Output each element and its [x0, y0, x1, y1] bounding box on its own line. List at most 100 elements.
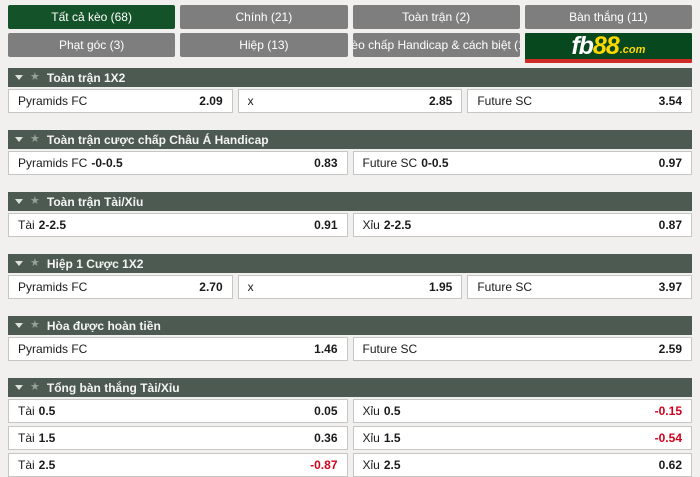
- brand-logo-88: 88: [592, 31, 620, 60]
- cell-odds: 1.95: [428, 280, 453, 294]
- cell-label: Tài: [18, 218, 35, 232]
- odds-row: Tài 2-2.5 0.91 Xỉu 2-2.5 0.87: [8, 213, 692, 237]
- odds-cell[interactable]: Pyramids FC 2.09: [8, 89, 233, 113]
- cell-label: Pyramids FC: [18, 94, 88, 108]
- odds-cell[interactable]: Xỉu 1.5 -0.54: [352, 426, 692, 450]
- collapse-caret-icon: [15, 75, 23, 80]
- section-title: Hiệp 1 Cược 1X2: [46, 256, 144, 271]
- odds-cell[interactable]: Xỉu 0.5 -0.15: [352, 399, 692, 423]
- odds-section: ★ Toàn trận 1X2 Pyramids FC 2.09 x 2.85 …: [8, 68, 692, 113]
- cell-label: x: [247, 94, 254, 108]
- odds-cell[interactable]: Future SC 3.54: [467, 89, 692, 113]
- section-title: Tổng bàn thắng Tài/Xỉu: [46, 380, 180, 395]
- odds-cell[interactable]: Future SC 2.59: [352, 337, 692, 361]
- sections: ★ Toàn trận 1X2 Pyramids FC 2.09 x 2.85 …: [8, 68, 692, 477]
- section-title: Hòa được hoàn tiền: [46, 318, 161, 333]
- brand-logo-com: .com: [619, 44, 646, 56]
- cell-line: 2-2.5: [383, 218, 412, 232]
- cell-odds: -0.87: [310, 458, 338, 472]
- section-header[interactable]: ★ Hiệp 1 Cược 1X2: [8, 254, 692, 273]
- odds-cell[interactable]: Pyramids FC 1.46: [8, 337, 348, 361]
- favorite-star-icon[interactable]: ★: [30, 319, 40, 331]
- cell-label: x: [247, 280, 254, 294]
- odds-cell[interactable]: Future SC 3.97: [467, 275, 692, 299]
- collapse-caret-icon: [15, 261, 23, 266]
- cell-odds: -0.54: [654, 431, 682, 445]
- tab-1[interactable]: Tất cả kèo (68): [8, 5, 176, 29]
- section-title: Toàn trận Tài/Xỉu: [46, 194, 144, 209]
- cell-odds: 2.59: [658, 342, 682, 356]
- odds-section: ★ Hiệp 1 Cược 1X2 Pyramids FC 2.70 x 1.9…: [8, 254, 692, 299]
- cell-odds: 1.46: [314, 342, 338, 356]
- cell-odds: 2.09: [199, 94, 223, 108]
- tab-5[interactable]: Phạt góc (3): [8, 33, 176, 57]
- odds-row: Tài 2.5 -0.87 Xỉu 2.5 0.62: [8, 453, 692, 477]
- cell-label: Xỉu: [362, 458, 380, 472]
- odds-section: ★ Hòa được hoàn tiền Pyramids FC 1.46 Fu…: [8, 316, 692, 361]
- cell-odds: 2.85: [428, 94, 453, 108]
- tab-3[interactable]: Toàn trận (2): [352, 5, 520, 29]
- odds-cell[interactable]: Tài 2.5 -0.87: [8, 453, 348, 477]
- section-header[interactable]: ★ Hòa được hoàn tiền: [8, 316, 692, 335]
- collapse-caret-icon: [15, 199, 23, 204]
- favorite-star-icon[interactable]: ★: [30, 133, 40, 145]
- cell-line: 0.5: [38, 404, 56, 418]
- section-header[interactable]: ★ Toàn trận Tài/Xỉu: [8, 192, 692, 211]
- cell-odds: 0.97: [658, 156, 682, 170]
- odds-cell[interactable]: Tài 0.5 0.05: [8, 399, 348, 423]
- odds-cell[interactable]: x 1.95: [237, 275, 463, 299]
- cell-line: 0.5: [383, 404, 401, 418]
- odds-cell[interactable]: Pyramids FC -0-0.5 0.83: [8, 151, 348, 175]
- cell-label: Tài: [18, 404, 35, 418]
- tab-7[interactable]: Kèo chấp Handicap & cách biệt (1): [352, 33, 520, 57]
- odds-cell[interactable]: Xỉu 2-2.5 0.87: [352, 213, 692, 237]
- collapse-caret-icon: [15, 323, 23, 328]
- odds-row: Pyramids FC 2.09 x 2.85 Future SC 3.54: [8, 89, 692, 113]
- favorite-star-icon[interactable]: ★: [30, 195, 40, 207]
- odds-section: ★ Toàn trận Tài/Xỉu Tài 2-2.5 0.91 Xỉu 2…: [8, 192, 692, 237]
- favorite-star-icon[interactable]: ★: [30, 257, 40, 269]
- cell-label: Xỉu: [362, 218, 380, 232]
- cell-odds: 0.91: [314, 218, 338, 232]
- odds-cell[interactable]: Xỉu 2.5 0.62: [352, 453, 692, 477]
- tab-2[interactable]: Chính (21): [180, 5, 348, 29]
- cell-line: -0-0.5: [91, 156, 123, 170]
- cell-label: Xỉu: [362, 431, 380, 445]
- cell-line: 2-2.5: [38, 218, 67, 232]
- cell-line: 2.5: [38, 458, 56, 472]
- odds-cell[interactable]: Future SC 0-0.5 0.97: [352, 151, 692, 175]
- odds-row: Pyramids FC 1.46 Future SC 2.59: [8, 337, 692, 361]
- cell-label: Future SC: [362, 156, 418, 170]
- odds-cell[interactable]: Tài 2-2.5 0.91: [8, 213, 348, 237]
- brand-logo-fb: fb: [571, 31, 594, 60]
- section-header[interactable]: ★ Tổng bàn thắng Tài/Xỉu: [8, 378, 692, 397]
- section-header[interactable]: ★ Toàn trận 1X2: [8, 68, 692, 87]
- section-title: Toàn trận cược chấp Châu Á Handicap: [46, 132, 269, 147]
- tab-6[interactable]: Hiệp (13): [180, 33, 348, 57]
- cell-line: 1.5: [38, 431, 56, 445]
- cell-label: Future SC: [477, 94, 533, 108]
- cell-line: 1.5: [383, 431, 401, 445]
- favorite-star-icon[interactable]: ★: [30, 381, 40, 393]
- collapse-caret-icon: [15, 385, 23, 390]
- odds-cell[interactable]: Pyramids FC 2.70: [8, 275, 233, 299]
- tab-4[interactable]: Bàn thắng (11): [524, 5, 692, 29]
- section-header[interactable]: ★ Toàn trận cược chấp Châu Á Handicap: [8, 130, 692, 149]
- odds-row: Pyramids FC -0-0.5 0.83 Future SC 0-0.5 …: [8, 151, 692, 175]
- cell-line: 0-0.5: [421, 156, 449, 170]
- cell-odds: 0.05: [314, 404, 338, 418]
- brand-logo: fb 88 .com: [524, 31, 692, 63]
- cell-odds: 0.87: [658, 218, 682, 232]
- cell-odds: 0.83: [314, 156, 338, 170]
- cell-odds: 2.70: [199, 280, 223, 294]
- odds-cell[interactable]: Tài 1.5 0.36: [8, 426, 348, 450]
- cell-label: Pyramids FC: [18, 280, 88, 294]
- odds-row: Pyramids FC 2.70 x 1.95 Future SC 3.97: [8, 275, 692, 299]
- odds-cell[interactable]: x 2.85: [237, 89, 463, 113]
- cell-label: Pyramids FC: [18, 342, 88, 356]
- tab-bar: Tất cả kèo (68) Chính (21) Toàn trận (2) Bà…: [8, 5, 692, 63]
- favorite-star-icon[interactable]: ★: [30, 71, 40, 83]
- collapse-caret-icon: [15, 137, 23, 142]
- cell-label: Future SC: [477, 280, 533, 294]
- cell-odds: 3.97: [658, 280, 682, 294]
